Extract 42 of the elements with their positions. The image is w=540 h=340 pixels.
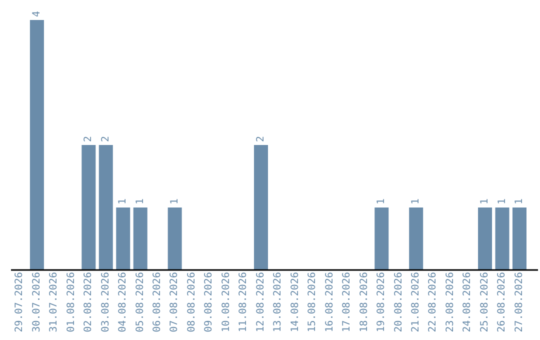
x-tick-label: 27.08.2026 [514,272,525,332]
x-tick-label: 02.08.2026 [83,272,94,332]
x-tick-label: 24.08.2026 [462,272,474,332]
x-tick-label: 30.07.2026 [31,272,42,332]
x-tick-label: 04.08.2026 [118,272,129,332]
x-tick-label: 11.08.2026 [238,272,250,332]
data-label: 1 [514,198,525,204]
x-tick-label: 29.07.2026 [14,272,26,332]
data-label: 4 [31,10,42,17]
x-tick-label: 18.08.2026 [358,272,370,332]
x-tick-label: 21.08.2026 [410,272,422,332]
data-label: 2 [255,136,266,142]
x-tick-label: 26.08.2026 [496,272,508,332]
data-label: 2 [83,136,94,142]
x-tick-label: 03.08.2026 [100,272,112,332]
x-tick-label: 01.08.2026 [66,272,77,332]
x-tick-label: 07.08.2026 [169,272,180,332]
data-label: 1 [169,198,180,204]
x-tick-label: 19.08.2026 [376,272,388,332]
x-tick-label: 09.08.2026 [204,272,215,332]
x-tick-label: 15.08.2026 [307,272,318,332]
x-tick-label: 10.08.2026 [220,272,232,332]
x-tick-label: 12.08.2026 [255,272,266,332]
x-tick-label: 23.08.2026 [444,272,456,332]
x-tick-label: 14.08.2026 [290,272,301,332]
x-tick-label: 13.08.2026 [272,272,284,332]
x-tick-label: 20.08.2026 [393,272,404,332]
data-label: 2 [100,136,112,142]
data-label: 1 [480,198,491,204]
x-tick-label: 06.08.2026 [152,272,163,332]
x-tick-label: 05.08.2026 [134,272,146,332]
data-label: 1 [376,198,388,204]
x-tick-label: 22.08.2026 [428,272,439,332]
x-tick-label: 16.08.2026 [324,272,336,332]
x-tick-label: 17.08.2026 [342,272,353,332]
data-label: 1 [410,198,422,204]
x-tick-label: 08.08.2026 [186,272,198,332]
data-label: 1 [134,198,146,204]
data-label: 1 [118,198,129,204]
data-label: 1 [496,198,508,204]
x-tick-label: 31.07.2026 [48,272,60,332]
x-tick-label: 25.08.2026 [479,272,490,332]
